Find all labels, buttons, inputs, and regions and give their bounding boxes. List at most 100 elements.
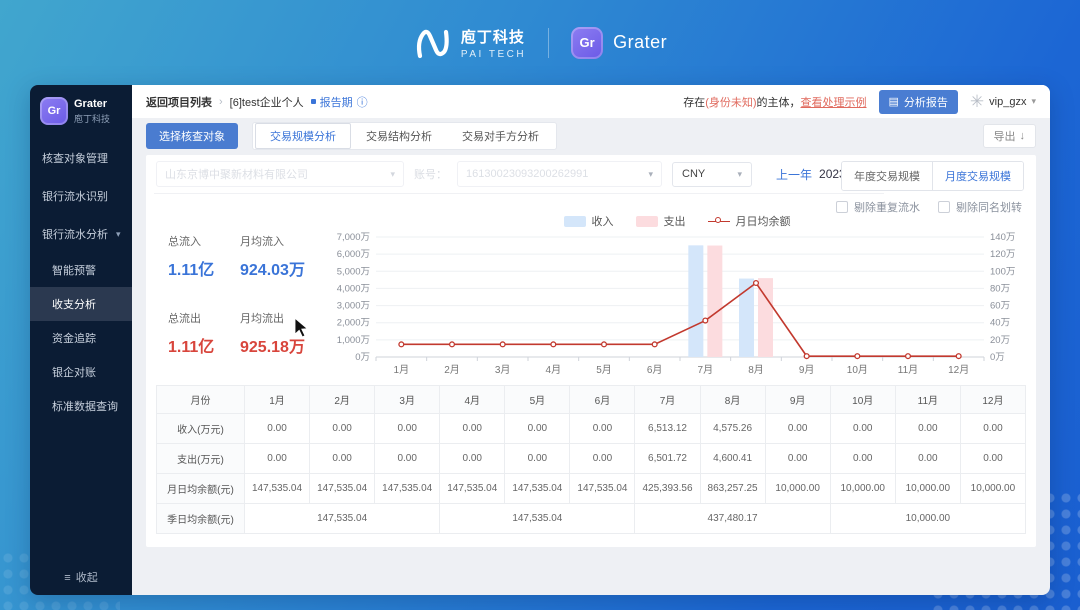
checkbox-box[interactable] bbox=[938, 201, 950, 213]
table-cell: 0.00 bbox=[764, 413, 831, 444]
table-cell: 147,535.04 bbox=[569, 473, 636, 504]
checkbox-box[interactable] bbox=[836, 201, 848, 213]
stat-label: 总流出 bbox=[168, 313, 201, 325]
stat-总流出: 总流出 1.11亿 bbox=[168, 310, 240, 357]
sidebar-item-label: 核查对象管理 bbox=[42, 153, 108, 165]
topbar-right: 存在(身份未知)的主体，查看处理示例 ▤ 分析报告 ✳ vip_gzx ▾ bbox=[683, 89, 1036, 114]
sidebar-subitem-资金追踪[interactable]: 资金追踪 bbox=[52, 333, 96, 345]
report-period-link[interactable]: 报告期 ⓘ bbox=[310, 94, 368, 110]
account-label: 账号： bbox=[414, 169, 447, 181]
svg-text:6,000万: 6,000万 bbox=[337, 249, 370, 260]
table-cell: 10,000.00 bbox=[959, 473, 1027, 504]
sidebar-logo: Gr Grater 庖丁科技 bbox=[30, 85, 132, 139]
brand-header: 庖丁科技 PAI TECH Gr Grater bbox=[0, 0, 1080, 85]
breadcrumb-separator: › bbox=[219, 95, 223, 108]
scale-button-年度交易规模[interactable]: 年度交易规模 bbox=[842, 162, 932, 190]
checkbox-剔除同名划转[interactable]: 剔除同名划转 bbox=[938, 199, 1022, 215]
sidebar-subitem-收支分析[interactable]: 收支分析 bbox=[30, 287, 132, 321]
checkbox-label: 剔除重复流水 bbox=[854, 202, 920, 214]
filter-row: 山东京博中聚新材料有限公司 ▾ 账号： 16130023093200262991… bbox=[156, 161, 889, 187]
legend-item-支出[interactable]: 支出 bbox=[635, 213, 686, 229]
tab-交易规模分析[interactable]: 交易规模分析 bbox=[255, 122, 351, 149]
legend-label: 支出 bbox=[663, 216, 686, 228]
table-cell: 4,575.26 bbox=[699, 413, 766, 444]
table-header-cell: 1月 bbox=[243, 385, 311, 414]
prev-year-link[interactable]: 上一年 bbox=[776, 167, 813, 182]
svg-text:7,000万: 7,000万 bbox=[337, 232, 370, 243]
stat-月均流出: 月均流出 925.18万 bbox=[240, 310, 336, 357]
breadcrumb: 返回项目列表 › [6]test企业个人 报告期 ⓘ bbox=[146, 94, 368, 110]
filter-checkboxes: 剔除重复流水 剔除同名划转 bbox=[836, 199, 1022, 215]
company-select[interactable]: 山东京博中聚新材料有限公司 ▾ bbox=[156, 161, 404, 187]
sidebar-menu: 核查对象管理 银行流水识别银行流水分析 ▾ 智能预警收支分析资金追踪银企对账标准数据查… bbox=[30, 139, 132, 423]
tab-交易对手方分析[interactable]: 交易对手方分析 bbox=[462, 130, 539, 143]
sidebar: Gr Grater 庖丁科技 核查对象管理 银行流水识别银行流水分析 ▾ 智能预警收支… bbox=[30, 85, 132, 595]
table-cell: 0.00 bbox=[829, 443, 896, 474]
table-cell: 147,535.04 bbox=[504, 473, 571, 504]
sidebar-item-label: 银行流水识别 bbox=[42, 191, 108, 203]
row-label: 收入(万元) bbox=[156, 413, 245, 444]
export-label: 导出 bbox=[993, 130, 1016, 143]
svg-text:100万: 100万 bbox=[990, 266, 1015, 277]
legend-item-收入[interactable]: 收入 bbox=[563, 213, 614, 229]
svg-text:3,000万: 3,000万 bbox=[337, 301, 370, 312]
monthly-scale-chart: 收入 支出 月日均余额 0万 0万 1,000万 20万 2,000万 40万 3,000万 60… bbox=[324, 213, 1030, 388]
view-example-link[interactable]: 查看处理示例 bbox=[800, 96, 867, 109]
tab-交易结构分析[interactable]: 交易结构分析 bbox=[366, 130, 432, 143]
sidebar-item-银行流水分析[interactable]: 银行流水分析 ▾ bbox=[30, 215, 132, 253]
table-cell: 0.00 bbox=[959, 443, 1027, 474]
table-header-cell: 5月 bbox=[504, 385, 571, 414]
legend-circle bbox=[714, 217, 721, 223]
grater-brand: Gr Grater bbox=[571, 26, 667, 59]
legend-swatch bbox=[635, 215, 658, 227]
row-label: 月日均余额(元) bbox=[156, 473, 245, 504]
stat-value: 925.18万 bbox=[240, 339, 305, 356]
sidebar-subitem-标准数据查询[interactable]: 标准数据查询 bbox=[52, 401, 118, 413]
svg-text:0万: 0万 bbox=[355, 352, 370, 363]
quarter-cell: 147,535.04 bbox=[439, 503, 636, 534]
table-row-支出(万元): 支出(万元) 0.00 0.00 0.00 0.00 0.00 0.00 6,501.72 4,… bbox=[156, 443, 1027, 474]
table-header-cell: 10月 bbox=[829, 385, 896, 414]
svg-text:12月: 12月 bbox=[948, 364, 969, 376]
alert-suffix: 的主体， bbox=[756, 96, 801, 109]
pai-tech-logo-icon bbox=[413, 26, 451, 60]
svg-text:20万: 20万 bbox=[990, 335, 1010, 346]
select-target-button[interactable]: 选择核查对象 bbox=[146, 122, 238, 149]
table-header-row: 月份 1月 2月 3月 4月 5月 6月 7月 8月 9月 10月 11月 12月 bbox=[156, 385, 1027, 414]
sidebar-item-核查对象管理[interactable]: 核查对象管理 bbox=[30, 139, 132, 177]
table-cell: 0.00 bbox=[439, 413, 506, 444]
table-cell: 6,501.72 bbox=[634, 443, 701, 474]
table-header-cell: 6月 bbox=[569, 385, 636, 414]
row-label: 季日均余额(元) bbox=[156, 503, 245, 534]
back-to-projects-link[interactable]: 返回项目列表 bbox=[146, 96, 212, 109]
currency-select[interactable]: CNY ▾ bbox=[672, 161, 752, 187]
table-cell: 0.00 bbox=[504, 443, 571, 474]
sidebar-item-银行流水识别[interactable]: 银行流水识别 bbox=[30, 177, 132, 215]
user-menu[interactable]: ✳ vip_gzx ▾ bbox=[970, 92, 1036, 112]
scale-button-月度交易规模[interactable]: 月度交易规模 bbox=[932, 162, 1023, 190]
account-select[interactable]: 16130023093200262991 ▾ bbox=[457, 161, 662, 187]
table-cell: 10,000.00 bbox=[894, 473, 961, 504]
sidebar-item-label: 银行流水分析 bbox=[42, 229, 108, 241]
info-icon[interactable]: ⓘ bbox=[356, 96, 368, 109]
table-cell: 0.00 bbox=[374, 443, 441, 474]
sidebar-subitem-银企对账[interactable]: 银企对账 bbox=[52, 367, 96, 379]
stat-value: 924.03万 bbox=[240, 262, 305, 279]
sidebar-subitem-智能预警[interactable]: 智能预警 bbox=[52, 265, 96, 277]
svg-text:120万: 120万 bbox=[990, 249, 1015, 260]
table-cell: 10,000.00 bbox=[764, 473, 831, 504]
export-button[interactable]: 导出 ↓ bbox=[982, 123, 1036, 148]
svg-text:40万: 40万 bbox=[990, 318, 1010, 329]
collapse-icon: ≡ bbox=[64, 572, 71, 584]
svg-text:0万: 0万 bbox=[990, 352, 1005, 363]
alert-highlight: (身份未知) bbox=[705, 96, 757, 109]
sidebar-collapse-button[interactable]: ≡ 收起 bbox=[30, 569, 132, 585]
svg-text:9月: 9月 bbox=[799, 364, 815, 376]
legend-item-月日均余额[interactable]: 月日均余额 bbox=[707, 213, 791, 229]
table-cell: 6,513.12 bbox=[634, 413, 701, 444]
tabs-row: 选择核查对象 交易规模分析 交易结构分析 交易对手方分析 导出 ↓ bbox=[132, 118, 1050, 153]
stat-label: 总流入 bbox=[168, 236, 201, 248]
checkbox-剔除重复流水[interactable]: 剔除重复流水 bbox=[836, 199, 920, 215]
analysis-report-button[interactable]: ▤ 分析报告 bbox=[878, 89, 958, 114]
content-area: 返回项目列表 › [6]test企业个人 报告期 ⓘ 存在(身份未知)的主体，查… bbox=[132, 85, 1050, 595]
